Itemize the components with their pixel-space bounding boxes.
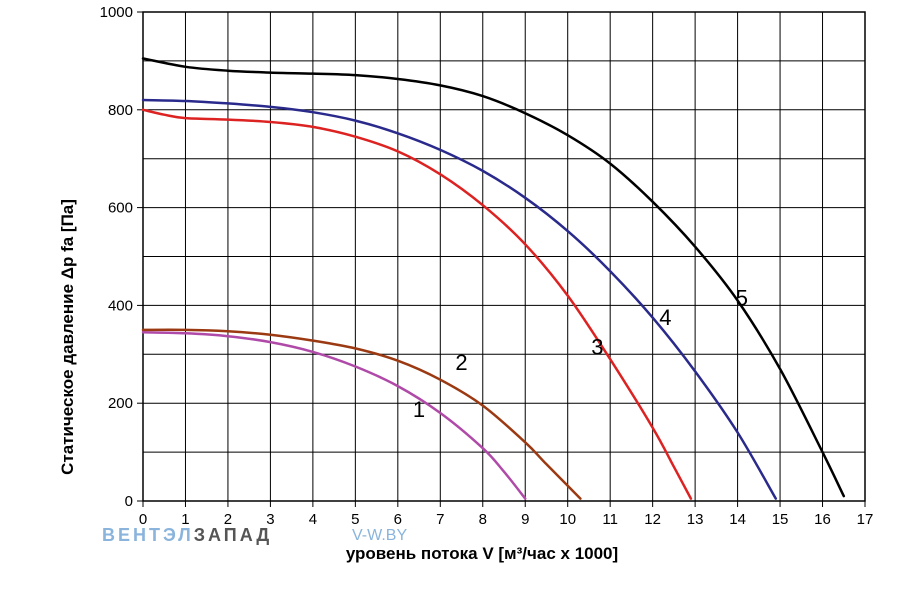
series-line-4 (141, 98, 778, 500)
series-line-2 (141, 328, 582, 500)
x-tick-label: 11 (602, 511, 618, 528)
x-tick-label: 16 (814, 511, 831, 528)
series-line-1 (141, 331, 527, 500)
x-tick-label: 15 (772, 511, 789, 528)
plot-frame (142, 11, 866, 502)
watermark-brand-dark: ЗАПАД (194, 525, 272, 545)
watermark: ВЕНТЭЛЗАПАД V-W.BY (102, 525, 407, 545)
x-tick-label: 6 (394, 511, 402, 528)
series-label-5: 5 (736, 285, 748, 310)
watermark-site: V-W.BY (352, 527, 407, 544)
series-label-1: 1 (413, 397, 425, 422)
grid (142, 11, 866, 502)
watermark-brand-light: ВЕНТЭЛ (102, 525, 194, 545)
x-tick-label: 17 (857, 511, 874, 528)
series-label-4: 4 (659, 305, 671, 330)
x-tick-label: 1 (181, 511, 189, 528)
watermark-brand: ВЕНТЭЛЗАПАД (102, 525, 272, 545)
x-tick-label: 14 (729, 511, 746, 528)
x-tick-label: 7 (436, 511, 444, 528)
series-line-5 (141, 57, 846, 498)
x-tick-label: 0 (139, 511, 147, 528)
x-tick-label: 5 (351, 511, 359, 528)
x-tick-label: 13 (687, 511, 704, 528)
y-tick-label: 600 (108, 200, 133, 217)
x-tick-label: 9 (521, 511, 529, 528)
x-tick-label: 10 (559, 511, 576, 528)
series-label-3: 3 (591, 334, 603, 359)
series-labels: 1 2 3 4 5 (413, 285, 748, 421)
series-label-2: 2 (455, 350, 467, 375)
x-tick-label: 8 (479, 511, 487, 528)
series-lines (141, 57, 846, 500)
y-axis-title: Статическое давление Δp fa [Па] (58, 199, 77, 475)
y-tick-label: 400 (108, 297, 133, 314)
x-tick-label: 2 (224, 511, 232, 528)
x-tick-label: 12 (644, 511, 661, 528)
y-tick-label: 1000 (100, 4, 133, 21)
series-line-3 (141, 108, 693, 500)
x-tick-label: 4 (309, 511, 317, 528)
y-tick-label: 0 (125, 493, 133, 510)
x-tick-label: 3 (266, 511, 274, 528)
y-tick-label: 200 (108, 395, 133, 412)
x-axis-title: уровень потока V [м³/час х 1000] (346, 544, 618, 563)
y-tick-label: 800 (108, 102, 133, 119)
